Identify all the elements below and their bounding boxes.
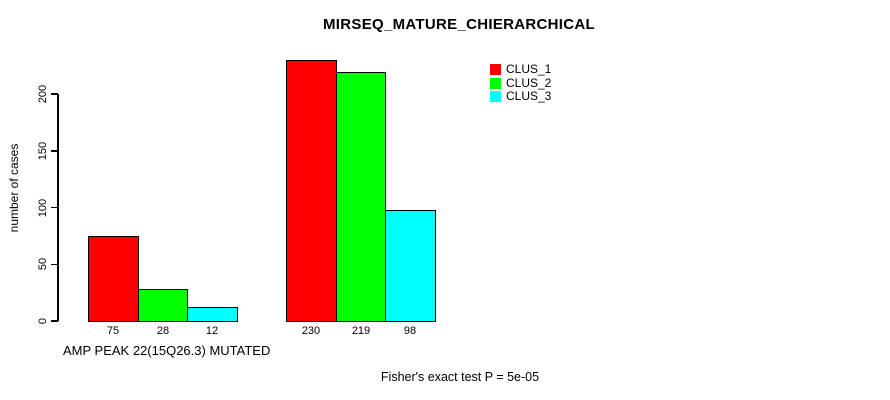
bar-clus_2-group1 bbox=[138, 289, 188, 322]
legend-swatch-clus_1 bbox=[490, 64, 501, 75]
y-tick-mark bbox=[51, 93, 58, 95]
bar-clus_2-group2 bbox=[336, 72, 386, 322]
legend-label: CLUS_1 bbox=[506, 62, 552, 76]
y-tick-mark bbox=[51, 150, 58, 152]
legend-label: CLUS_2 bbox=[506, 76, 552, 90]
y-tick-label: 200 bbox=[37, 84, 49, 104]
chart-title: MIRSEQ_MATURE_CHIERARCHICAL bbox=[323, 16, 595, 33]
bar-value-label: 28 bbox=[156, 325, 170, 337]
y-tick-label: 100 bbox=[37, 198, 49, 218]
bar-value-label: 98 bbox=[403, 325, 417, 337]
bar-value-label: 219 bbox=[351, 325, 371, 337]
y-tick-label: 50 bbox=[37, 257, 49, 271]
bar-clus_1-group2 bbox=[286, 60, 337, 322]
y-tick-label: 0 bbox=[37, 317, 49, 325]
y-axis-label: number of cases bbox=[7, 143, 21, 233]
x-group-label: AMP PEAK 22(15Q26.3) MUTATED bbox=[63, 343, 271, 358]
y-tick-label: 150 bbox=[37, 141, 49, 161]
bar-clus_1-group1 bbox=[88, 236, 139, 322]
y-tick-mark bbox=[51, 320, 58, 322]
bar-clus_3-group2 bbox=[385, 210, 436, 322]
y-tick-mark bbox=[51, 263, 58, 265]
bar-value-label: 230 bbox=[301, 325, 321, 337]
legend-swatch-clus_2 bbox=[490, 78, 501, 89]
legend-swatch-clus_3 bbox=[490, 91, 501, 102]
bar-clus_3-group1 bbox=[187, 307, 238, 322]
y-tick-mark bbox=[51, 206, 58, 209]
fisher-test-note: Fisher's exact test P = 5e-05 bbox=[380, 370, 540, 384]
bar-value-label: 12 bbox=[205, 325, 219, 337]
bar-value-label: 75 bbox=[106, 325, 120, 337]
legend-label: CLUS_3 bbox=[506, 89, 552, 103]
